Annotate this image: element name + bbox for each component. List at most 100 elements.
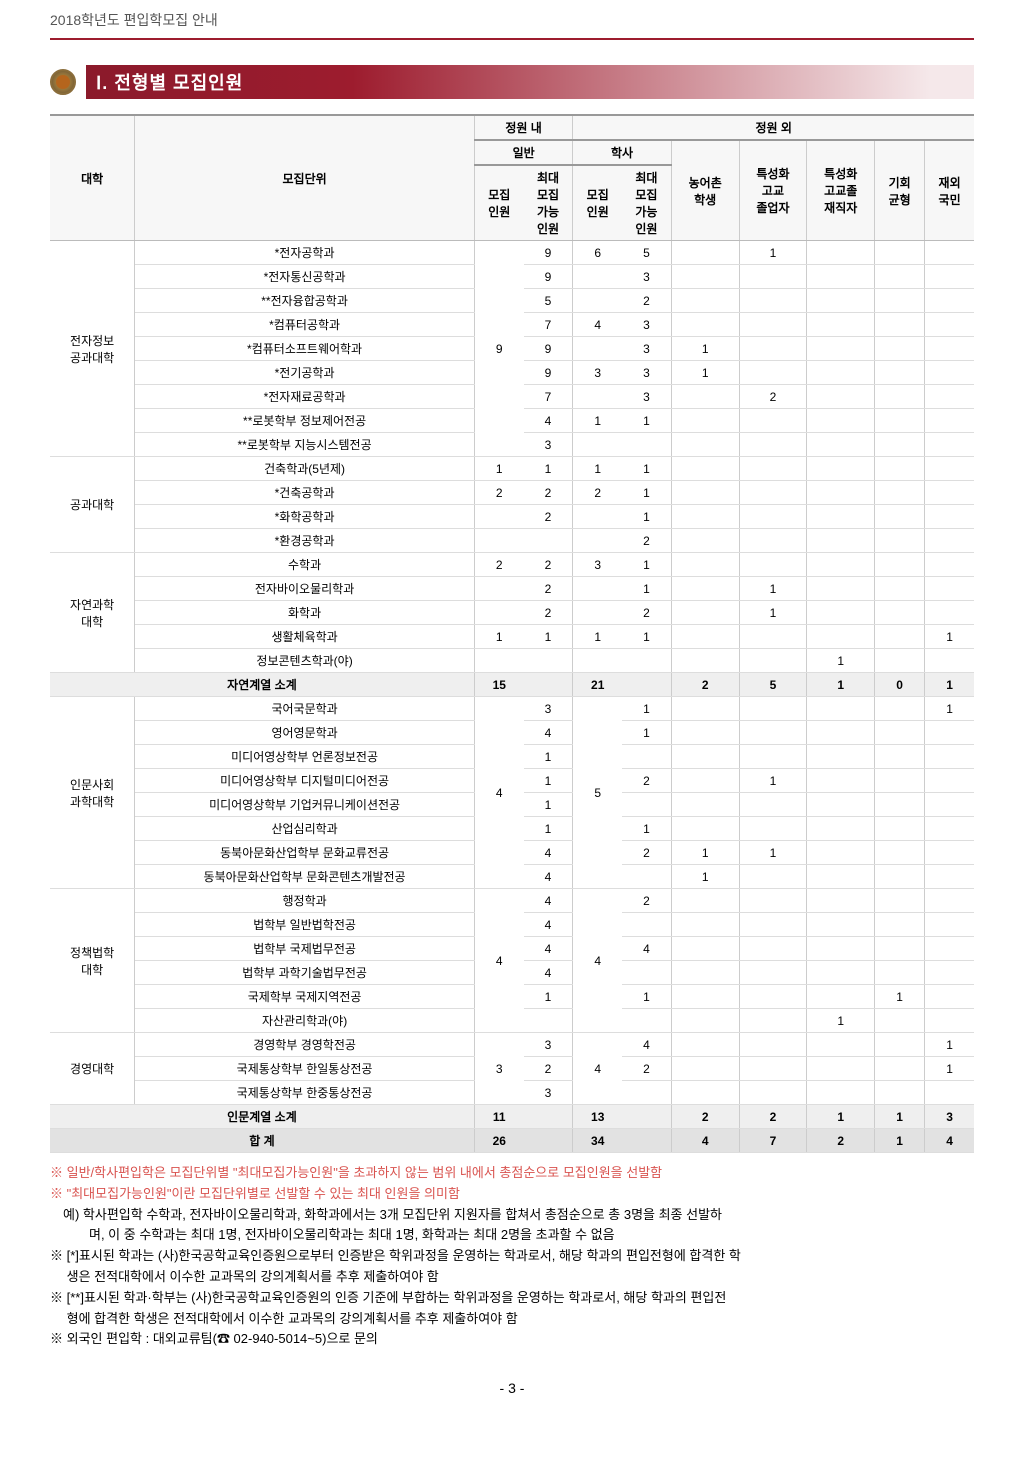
table-cell [875, 337, 925, 361]
table-cell: 1 [925, 1033, 974, 1057]
dept-cell: 법학부 과학기술법무전공 [135, 961, 475, 985]
table-cell: 1 [875, 1129, 925, 1153]
table-cell [671, 433, 739, 457]
table-cell: 3 [622, 361, 671, 385]
table-cell [739, 1033, 807, 1057]
table-row: 정보콘텐츠학과(야)1 [50, 649, 974, 673]
dept-cell: 산업심리학과 [135, 817, 475, 841]
table-cell [739, 1009, 807, 1033]
table-cell: 4 [622, 1033, 671, 1057]
dept-cell: 화학과 [135, 601, 475, 625]
table-cell [524, 673, 573, 697]
table-cell [807, 457, 875, 481]
table-cell [875, 697, 925, 721]
table-cell [807, 721, 875, 745]
table-cell [807, 769, 875, 793]
table-cell [671, 625, 739, 649]
table-cell: 1 [573, 409, 622, 433]
section-heading-row: Ⅰ. 전형별 모집인원 [50, 65, 974, 99]
table-cell [875, 625, 925, 649]
table-cell [671, 505, 739, 529]
table-cell [807, 577, 875, 601]
note-4a: ※ [**]표시된 학과·학부는 (사)한국공학교육인증원의 인증 기준에 부합… [50, 1288, 974, 1309]
table-cell: 2 [739, 1105, 807, 1129]
table-cell: 1 [807, 1105, 875, 1129]
table-cell [622, 1129, 671, 1153]
note-3a: ※ [*]표시된 학과는 (사)한국공학교육인증원으로부터 인증받은 학위과정을… [50, 1246, 974, 1267]
th-college: 대학 [50, 115, 135, 241]
table-cell: 1 [622, 505, 671, 529]
table-cell: 2 [474, 481, 523, 505]
table-cell [671, 265, 739, 289]
table-cell: 11 [474, 1105, 523, 1129]
table-cell [622, 1105, 671, 1129]
table-cell: 3 [622, 265, 671, 289]
table-cell: 2 [524, 601, 573, 625]
table-cell [925, 961, 974, 985]
table-cell: 1 [739, 769, 807, 793]
table-cell [875, 553, 925, 577]
table-cell [739, 721, 807, 745]
th-outside: 정원 외 [573, 115, 974, 140]
table-cell [925, 937, 974, 961]
table-row: *환경공학과2 [50, 529, 974, 553]
table-cell [807, 817, 875, 841]
table-cell [524, 649, 573, 673]
table-cell [573, 505, 622, 529]
table-cell [671, 913, 739, 937]
table-cell [474, 601, 523, 625]
table-cell [807, 697, 875, 721]
table-cell [807, 505, 875, 529]
table-cell: 3 [524, 1081, 573, 1105]
dept-cell: 국제통상학부 한일통상전공 [135, 1057, 475, 1081]
table-cell: 3 [622, 313, 671, 337]
table-cell: 2 [671, 673, 739, 697]
table-cell: 1 [925, 625, 974, 649]
dept-cell: 동북아문화산업학부 문화콘텐츠개발전공 [135, 865, 475, 889]
table-cell [474, 505, 523, 529]
table-cell: 1 [524, 625, 573, 649]
table-cell: 4 [622, 937, 671, 961]
table-cell [573, 265, 622, 289]
table-cell: 9 [524, 361, 573, 385]
dept-cell: **전자융합공학과 [135, 289, 475, 313]
table-cell [671, 385, 739, 409]
table-cell: 5 [739, 673, 807, 697]
table-cell [739, 1057, 807, 1081]
table-cell [875, 265, 925, 289]
table-cell: 1 [622, 625, 671, 649]
th-overseas: 재외 국민 [925, 140, 974, 241]
table-cell: 2 [524, 481, 573, 505]
table-cell [875, 529, 925, 553]
table-cell [807, 361, 875, 385]
table-cell [671, 985, 739, 1009]
table-cell [925, 889, 974, 913]
table-cell [807, 841, 875, 865]
table-cell: 9 [524, 337, 573, 361]
table-cell: 1 [524, 769, 573, 793]
table-cell [807, 265, 875, 289]
note-5: ※ 외국인 편입학 : 대외교류팀(☎ 02-940-5014~5)으로 문의 [50, 1329, 974, 1350]
table-cell: 5 [524, 289, 573, 313]
note-2-ex1: 예) 학사편입학 수학과, 전자바이오물리학과, 화학과에서는 3개 모집단위 … [50, 1205, 974, 1226]
dept-cell: *전기공학과 [135, 361, 475, 385]
table-cell: 1 [875, 1105, 925, 1129]
table-cell [671, 649, 739, 673]
table-cell [925, 1081, 974, 1105]
table-cell [739, 505, 807, 529]
table-cell [739, 553, 807, 577]
university-emblem-icon [50, 69, 76, 95]
dept-cell: **로봇학부 지능시스템전공 [135, 433, 475, 457]
table-cell [875, 937, 925, 961]
table-cell [739, 289, 807, 313]
subtotal-row: 자연계열 소계152125101 [50, 673, 974, 697]
table-cell [671, 1057, 739, 1081]
table-cell: 4 [573, 889, 622, 1033]
table-cell [925, 505, 974, 529]
table-cell: 2 [622, 289, 671, 313]
table-cell [925, 721, 974, 745]
table-cell: 1 [671, 865, 739, 889]
table-cell: 1 [622, 457, 671, 481]
table-cell: 3 [925, 1105, 974, 1129]
table-cell: 9 [524, 265, 573, 289]
